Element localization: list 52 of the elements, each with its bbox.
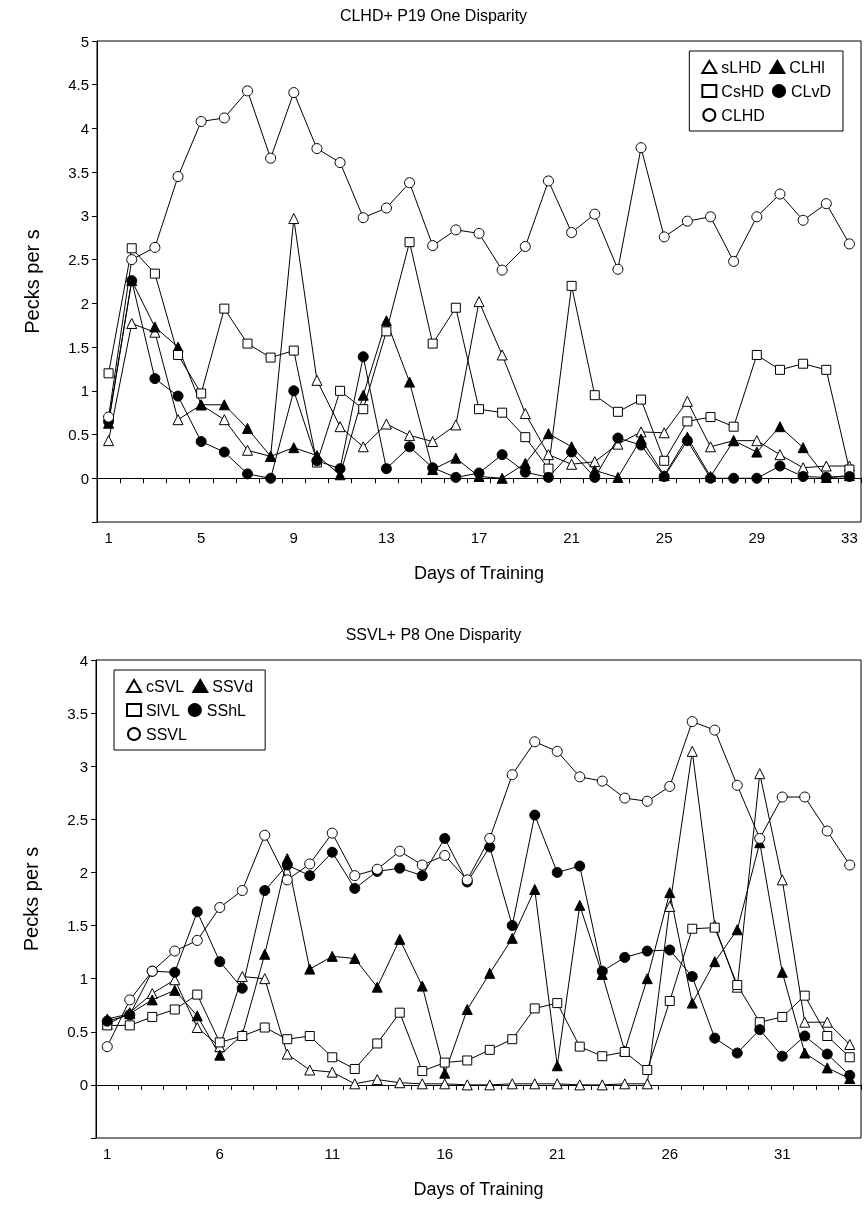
chart-title: SSVL+ P8 One Disparity bbox=[345, 625, 522, 643]
y-tick-label: 5 bbox=[80, 32, 89, 50]
x-tick-label: 21 bbox=[563, 529, 580, 546]
y-tick-label: 3.5 bbox=[68, 163, 89, 181]
x-tick-label: 1 bbox=[104, 529, 113, 546]
x-tick-label: 1 bbox=[103, 1145, 112, 1162]
y-tick-label: 2.5 bbox=[67, 810, 88, 828]
y-tick-label: 4 bbox=[80, 119, 89, 137]
legend-label: CLHD bbox=[721, 106, 765, 124]
x-tick-label: 16 bbox=[436, 1145, 454, 1162]
x-tick-label: 5 bbox=[197, 529, 206, 546]
y-tick-label: 4.5 bbox=[68, 76, 89, 94]
y-tick-label: 1 bbox=[79, 970, 88, 988]
y-tick-label: 0 bbox=[80, 469, 89, 487]
y-tick-label: 4 bbox=[79, 651, 88, 669]
x-tick-label: 6 bbox=[215, 1145, 224, 1162]
x-tick-label: 9 bbox=[289, 529, 298, 546]
legend-label: SlVL bbox=[146, 701, 180, 719]
y-tick-label: 0 bbox=[79, 1076, 88, 1094]
legend-label: CLHl bbox=[789, 58, 825, 76]
x-tick-label: 13 bbox=[378, 529, 395, 546]
y-tick-label: 2.5 bbox=[68, 251, 89, 269]
x-tick-label: 31 bbox=[773, 1145, 791, 1162]
legend-label: SSVL bbox=[146, 725, 188, 743]
x-tick-label: 21 bbox=[548, 1145, 566, 1162]
x-axis-title: Days of Training bbox=[413, 1179, 544, 1199]
y-tick-label: 0.5 bbox=[68, 426, 89, 444]
y-tick-label: 0.5 bbox=[67, 1023, 88, 1041]
x-tick-label: 29 bbox=[748, 529, 766, 546]
x-tick-label: 26 bbox=[661, 1145, 679, 1162]
x-tick-label: 11 bbox=[324, 1145, 341, 1162]
x-tick-label: 33 bbox=[841, 529, 858, 546]
legend-label: cSVL bbox=[146, 677, 185, 695]
y-tick-label: 3 bbox=[80, 207, 89, 225]
legend-label: sLHD bbox=[721, 58, 762, 76]
x-tick-label: 25 bbox=[655, 529, 673, 546]
legend-label: SSVd bbox=[212, 677, 254, 695]
x-tick-label: 17 bbox=[470, 529, 488, 546]
y-axis-title: Pecks per s bbox=[20, 846, 42, 952]
legend-label: CsHD bbox=[721, 82, 764, 100]
legend-label: CLvD bbox=[790, 82, 832, 100]
y-tick-label: 1.5 bbox=[68, 338, 89, 356]
y-tick-label: 2 bbox=[80, 294, 89, 312]
x-axis-title: Days of Training bbox=[413, 563, 545, 583]
y-tick-label: 1 bbox=[80, 382, 89, 400]
y-axis-title: Pecks per s bbox=[21, 229, 43, 334]
y-tick-label: 3.5 bbox=[67, 704, 88, 722]
legend-label: SShL bbox=[206, 701, 247, 719]
chart-title: CLHD+ P19 One Disparity bbox=[339, 6, 528, 24]
y-tick-label: 3 bbox=[79, 757, 88, 775]
y-tick-label: 2 bbox=[79, 863, 88, 881]
y-tick-label: 1.5 bbox=[67, 917, 88, 935]
